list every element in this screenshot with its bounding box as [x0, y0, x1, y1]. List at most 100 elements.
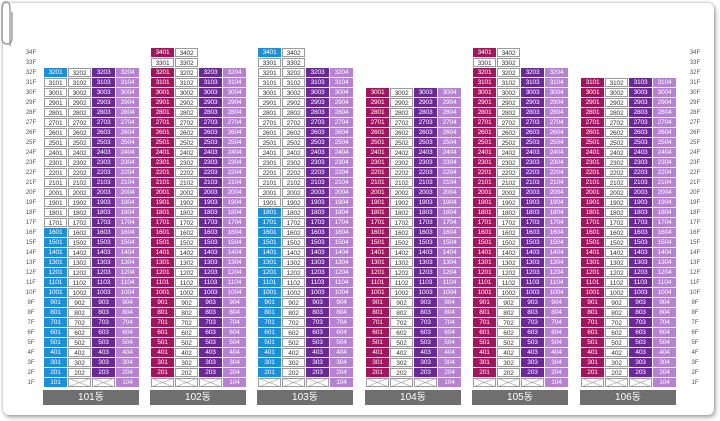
unit-3103[interactable]: 3103 — [629, 78, 652, 87]
unit-1303[interactable]: 1303 — [414, 258, 437, 267]
unit-1104[interactable]: 1104 — [438, 278, 461, 287]
unit-2702[interactable]: 2702 — [497, 118, 520, 127]
unit-601[interactable]: 601 — [44, 328, 67, 337]
unit-3103[interactable]: 3103 — [306, 78, 329, 87]
unit-1001[interactable]: 1001 — [151, 288, 174, 297]
unit-604[interactable]: 604 — [653, 328, 676, 337]
unit-303[interactable]: 303 — [92, 358, 115, 367]
unit-1804[interactable]: 1804 — [330, 208, 353, 217]
unit-1903[interactable]: 1903 — [199, 198, 222, 207]
unit-1602[interactable]: 1602 — [68, 228, 91, 237]
unit-1503[interactable]: 1503 — [199, 238, 222, 247]
unit-2401[interactable]: 2401 — [151, 148, 174, 157]
unit-2003[interactable]: 2003 — [414, 188, 437, 197]
unit-401[interactable]: 401 — [258, 348, 281, 357]
unit-902[interactable]: 902 — [282, 298, 305, 307]
unit-2002[interactable]: 2002 — [175, 188, 198, 197]
unit-3103[interactable]: 3103 — [92, 78, 115, 87]
unit-3203[interactable]: 3203 — [521, 68, 544, 77]
unit-1701[interactable]: 1701 — [366, 218, 389, 227]
unit-201[interactable]: 201 — [581, 368, 604, 377]
unit-1804[interactable]: 1804 — [653, 208, 676, 217]
unit-2502[interactable]: 2502 — [282, 138, 305, 147]
unit-703[interactable]: 703 — [306, 318, 329, 327]
unit-2502[interactable]: 2502 — [497, 138, 520, 147]
unit-504[interactable]: 504 — [438, 338, 461, 347]
unit-2903[interactable]: 2903 — [629, 98, 652, 107]
unit-1003[interactable]: 1003 — [306, 288, 329, 297]
unit-302[interactable]: 302 — [175, 358, 198, 367]
unit-403[interactable]: 403 — [629, 348, 652, 357]
unit-2103[interactable]: 2103 — [199, 178, 222, 187]
unit-503[interactable]: 503 — [92, 338, 115, 347]
unit-1404[interactable]: 1404 — [545, 248, 568, 257]
unit-1003[interactable]: 1003 — [92, 288, 115, 297]
unit-402[interactable]: 402 — [605, 348, 628, 357]
unit-2104[interactable]: 2104 — [330, 178, 353, 187]
unit-302[interactable]: 302 — [605, 358, 628, 367]
unit-1801[interactable]: 1801 — [151, 208, 174, 217]
unit-1704[interactable]: 1704 — [545, 218, 568, 227]
unit-1101[interactable]: 1101 — [473, 278, 496, 287]
unit-803[interactable]: 803 — [521, 308, 544, 317]
unit-2403[interactable]: 2403 — [92, 148, 115, 157]
unit-904[interactable]: 904 — [223, 298, 246, 307]
unit-901[interactable]: 901 — [366, 298, 389, 307]
unit-1604[interactable]: 1604 — [330, 228, 353, 237]
unit-2204[interactable]: 2204 — [223, 168, 246, 177]
unit-1102[interactable]: 1102 — [68, 278, 91, 287]
unit-1502[interactable]: 1502 — [282, 238, 305, 247]
unit-1204[interactable]: 1204 — [116, 268, 139, 277]
unit-2303[interactable]: 2303 — [92, 158, 115, 167]
unit-2504[interactable]: 2504 — [116, 138, 139, 147]
unit-904[interactable]: 904 — [116, 298, 139, 307]
unit-3201[interactable]: 3201 — [151, 68, 174, 77]
unit-1701[interactable]: 1701 — [473, 218, 496, 227]
unit-1101[interactable]: 1101 — [258, 278, 281, 287]
unit-1102[interactable]: 1102 — [497, 278, 520, 287]
unit-1902[interactable]: 1902 — [605, 198, 628, 207]
unit-2301[interactable]: 2301 — [366, 158, 389, 167]
unit-2701[interactable]: 2701 — [151, 118, 174, 127]
unit-3003[interactable]: 3003 — [521, 88, 544, 97]
unit-1704[interactable]: 1704 — [330, 218, 353, 227]
unit-3204[interactable]: 3204 — [223, 68, 246, 77]
unit-704[interactable]: 704 — [653, 318, 676, 327]
unit-1202[interactable]: 1202 — [390, 268, 413, 277]
unit-2402[interactable]: 2402 — [390, 148, 413, 157]
unit-1303[interactable]: 1303 — [306, 258, 329, 267]
unit-2102[interactable]: 2102 — [282, 178, 305, 187]
unit-2004[interactable]: 2004 — [330, 188, 353, 197]
unit-903[interactable]: 903 — [414, 298, 437, 307]
unit-1304[interactable]: 1304 — [653, 258, 676, 267]
unit-1303[interactable]: 1303 — [629, 258, 652, 267]
unit-1502[interactable]: 1502 — [68, 238, 91, 247]
empty-unit[interactable] — [605, 378, 628, 387]
unit-2801[interactable]: 2801 — [581, 108, 604, 117]
unit-3004[interactable]: 3004 — [653, 88, 676, 97]
unit-2804[interactable]: 2804 — [116, 108, 139, 117]
unit-2602[interactable]: 2602 — [605, 128, 628, 137]
unit-1401[interactable]: 1401 — [473, 248, 496, 257]
unit-3201[interactable]: 3201 — [473, 68, 496, 77]
unit-2803[interactable]: 2803 — [414, 108, 437, 117]
unit-2102[interactable]: 2102 — [390, 178, 413, 187]
unit-2104[interactable]: 2104 — [438, 178, 461, 187]
unit-804[interactable]: 804 — [223, 308, 246, 317]
unit-203[interactable]: 203 — [414, 368, 437, 377]
unit-2801[interactable]: 2801 — [366, 108, 389, 117]
unit-804[interactable]: 804 — [545, 308, 568, 317]
unit-1902[interactable]: 1902 — [390, 198, 413, 207]
unit-404[interactable]: 404 — [223, 348, 246, 357]
unit-2304[interactable]: 2304 — [545, 158, 568, 167]
unit-1702[interactable]: 1702 — [497, 218, 520, 227]
unit-1701[interactable]: 1701 — [44, 218, 67, 227]
unit-402[interactable]: 402 — [68, 348, 91, 357]
unit-1502[interactable]: 1502 — [605, 238, 628, 247]
unit-2004[interactable]: 2004 — [653, 188, 676, 197]
unit-801[interactable]: 801 — [151, 308, 174, 317]
unit-2203[interactable]: 2203 — [414, 168, 437, 177]
unit-2104[interactable]: 2104 — [653, 178, 676, 187]
unit-903[interactable]: 903 — [521, 298, 544, 307]
unit-701[interactable]: 701 — [44, 318, 67, 327]
